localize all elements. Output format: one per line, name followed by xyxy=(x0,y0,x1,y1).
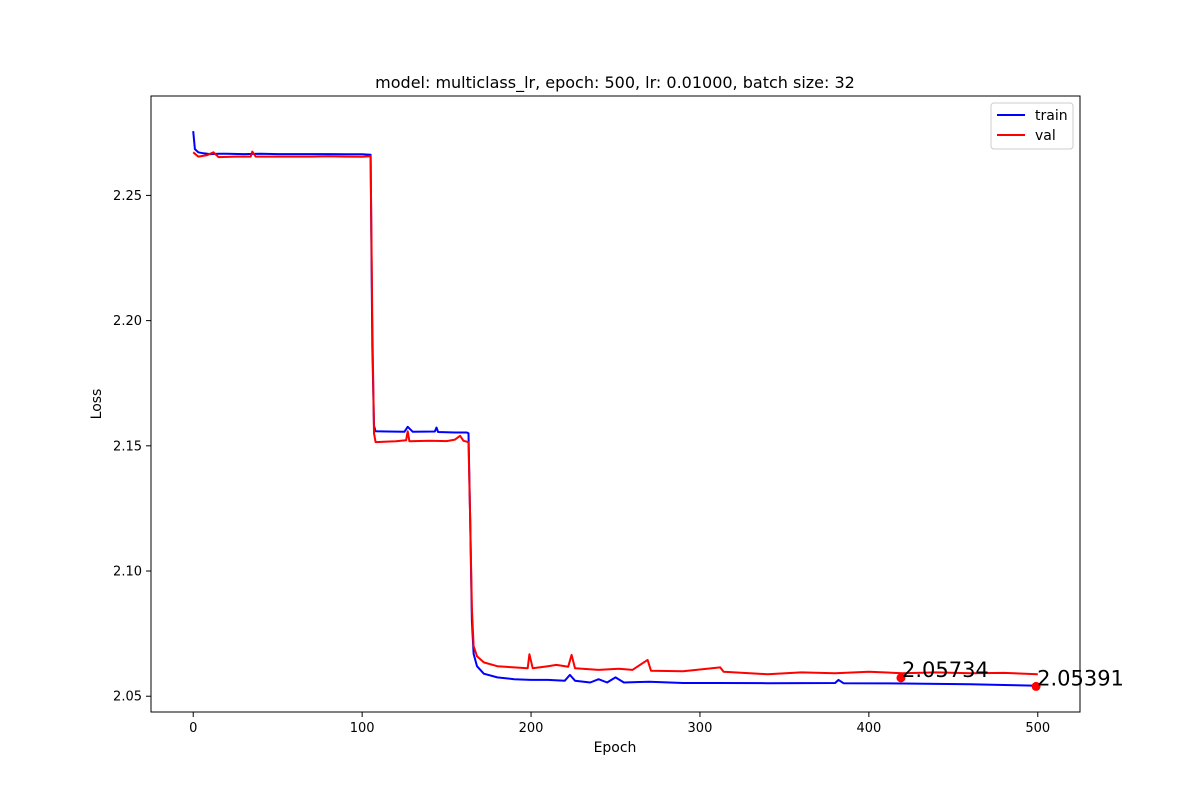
legend-train-label: train xyxy=(1035,108,1068,124)
y-tick-label: 2.20 xyxy=(113,314,142,329)
y-tick-label: 2.05 xyxy=(113,690,142,705)
x-tick-label: 0 xyxy=(189,721,197,736)
y-tick-label: 2.10 xyxy=(113,565,142,580)
annotation-point-1 xyxy=(1031,681,1041,691)
plot-frame xyxy=(150,95,1081,713)
y-axis-ticks: 2.05 2.10 2.15 2.20 2.25 xyxy=(113,189,151,705)
series-line-val xyxy=(192,150,1038,676)
x-tick-label: 200 xyxy=(519,721,544,736)
x-tick-label: 100 xyxy=(350,721,375,736)
x-axis-ticks: 0 100 200 300 400 500 xyxy=(189,712,1050,736)
x-tick-label: 300 xyxy=(688,721,713,736)
y-tick-label: 2.25 xyxy=(113,189,142,204)
legend: train val xyxy=(990,102,1074,150)
y-tick-label: 2.15 xyxy=(113,439,142,454)
annotation-layer: 2.05734 2.05391 xyxy=(896,658,1124,691)
x-tick-label: 500 xyxy=(1025,721,1050,736)
legend-val-label: val xyxy=(1035,128,1056,144)
series-line-train xyxy=(192,131,1038,687)
y-axis-label: Loss xyxy=(89,389,105,420)
series-layer xyxy=(192,131,1038,687)
annotation-point-0 xyxy=(896,673,906,683)
annotation-label-0: 2.05734 xyxy=(902,658,989,682)
x-tick-label: 400 xyxy=(856,721,881,736)
annotation-label-1: 2.05391 xyxy=(1037,666,1124,690)
x-axis-label: Epoch xyxy=(594,740,637,756)
chart-title: model: multiclass_lr, epoch: 500, lr: 0.… xyxy=(375,73,855,93)
